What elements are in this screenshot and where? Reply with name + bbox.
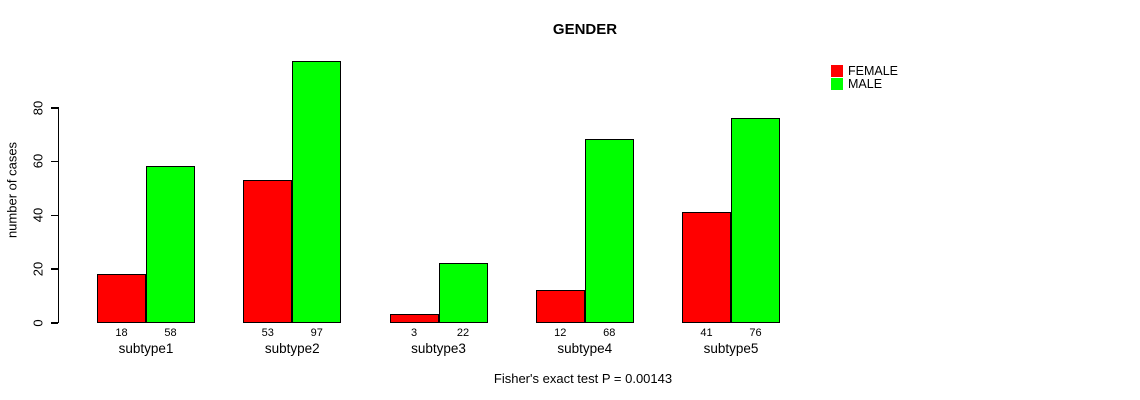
y-axis-line (57, 106, 59, 323)
y-tick (50, 322, 58, 324)
category-label-subtype5: subtype5 (703, 341, 759, 356)
category-label-subtype3: subtype3 (411, 341, 466, 356)
category-label-subtype2: subtype2 (264, 341, 320, 356)
bar-male-subtype2 (292, 61, 342, 323)
legend-label: MALE (848, 77, 883, 92)
category-label-subtype4: subtype4 (557, 341, 613, 356)
legend-item-female: FEMALE (831, 64, 898, 78)
bar-value-label: 97 (310, 327, 323, 339)
bar-value-label: 22 (456, 327, 470, 339)
bar-female-subtype4 (535, 289, 585, 323)
legend: FEMALE MALE (831, 64, 898, 91)
bar-value-label: 18 (115, 327, 128, 339)
legend-item-male: MALE (831, 77, 898, 92)
category-label-subtype1: subtype1 (118, 341, 174, 356)
bar-female-subtype5 (682, 211, 731, 323)
bar-male-subtype3 (438, 262, 488, 323)
fisher-test-caption: Fisher's exact test P = 0.00143 (493, 371, 673, 386)
y-tick-label: 0 (30, 318, 46, 327)
bar-female-subtype3 (389, 313, 439, 323)
bar-value-label: 76 (749, 327, 762, 339)
chart-title: GENDER (552, 21, 618, 38)
y-tick-label: 60 (30, 154, 46, 169)
bar-female-subtype1 (97, 273, 146, 323)
bar-value-label: 12 (554, 327, 567, 339)
y-tick (50, 214, 58, 216)
bar-male-subtype5 (731, 117, 780, 323)
y-tick-label: 80 (30, 100, 46, 115)
legend-label: FEMALE (848, 63, 899, 78)
y-tick (50, 268, 58, 270)
bar-value-label: 3 (410, 327, 418, 339)
bar-value-label: 41 (700, 327, 713, 339)
y-tick-label: 20 (30, 261, 46, 276)
bar-value-label: 68 (603, 327, 616, 339)
y-tick-label: 40 (30, 207, 46, 223)
legend-swatch-male (831, 78, 843, 91)
bar-female-subtype2 (243, 179, 293, 323)
bar-male-subtype1 (146, 166, 195, 323)
legend-swatch-female (831, 64, 843, 77)
y-tick (50, 160, 58, 163)
y-tick (50, 107, 58, 109)
bar-male-subtype4 (584, 139, 634, 323)
bar-value-label: 58 (164, 327, 177, 339)
bar-value-label: 53 (261, 327, 274, 339)
